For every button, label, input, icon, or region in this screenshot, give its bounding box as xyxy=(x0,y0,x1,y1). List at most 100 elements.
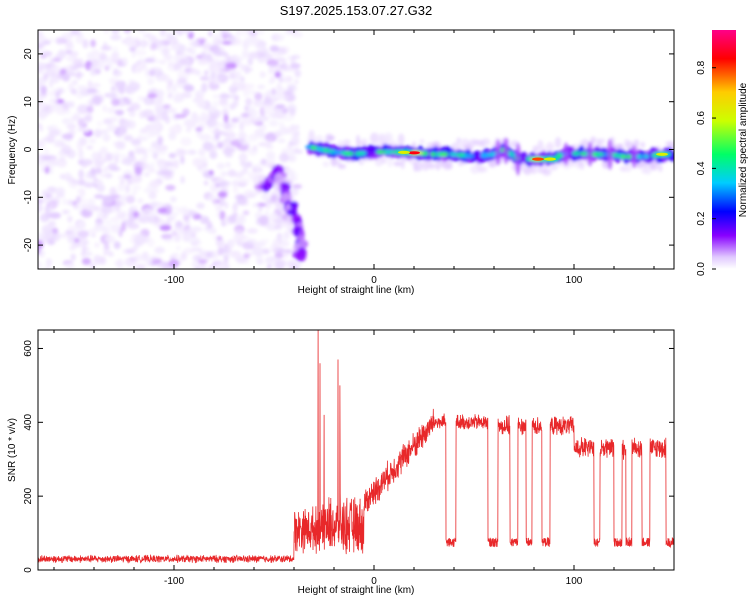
noise-blob xyxy=(286,30,298,33)
noise-blob xyxy=(149,162,155,169)
ridge-halo xyxy=(600,138,606,144)
noise-blob xyxy=(43,73,49,81)
y-tick-label: 0 xyxy=(23,567,34,573)
noise-blob xyxy=(55,37,64,45)
noise-blob xyxy=(236,143,249,151)
ridge-bright xyxy=(333,150,343,155)
noise-blob xyxy=(151,201,157,210)
noise-blob xyxy=(278,121,285,128)
noise-blob xyxy=(48,98,58,104)
noise-blob xyxy=(38,199,43,204)
noise-blob xyxy=(62,117,74,126)
noise-blob xyxy=(38,260,43,269)
noise-blob xyxy=(81,257,92,265)
noise-blob xyxy=(275,57,286,62)
ridge-halo xyxy=(330,155,338,167)
noise-blob xyxy=(232,203,238,212)
noise-blob xyxy=(208,170,214,175)
noise-blob xyxy=(219,181,225,188)
noise-blob xyxy=(191,39,198,49)
noise-blob xyxy=(266,223,278,231)
noise-blob xyxy=(216,141,224,149)
noise-blob xyxy=(228,128,234,133)
noise-blob xyxy=(65,50,73,55)
noise-blob xyxy=(223,254,229,264)
noise-blob xyxy=(56,193,65,199)
noise-blob xyxy=(210,71,216,81)
ridge-halo xyxy=(397,133,405,146)
noise-blob xyxy=(137,135,142,140)
snr-series-line xyxy=(38,330,674,564)
noise-blob xyxy=(174,159,179,169)
noise-blob xyxy=(46,125,53,131)
noise-blob xyxy=(38,203,43,213)
noise-blob xyxy=(105,152,114,162)
noise-blob xyxy=(57,142,66,147)
noise-blob xyxy=(283,90,291,96)
ridge-streak xyxy=(607,138,613,170)
noise-blob xyxy=(232,211,238,219)
noise-blob xyxy=(46,186,58,194)
noise-blob xyxy=(86,145,94,150)
noise-blob xyxy=(212,39,220,45)
ridge-halo xyxy=(625,162,632,173)
ridge-halo xyxy=(658,163,663,172)
noise-blob xyxy=(208,30,213,37)
noise-blob xyxy=(161,233,173,240)
ridge-halo xyxy=(356,134,360,147)
noise-blob xyxy=(103,30,110,34)
noise-blob xyxy=(96,183,106,193)
noise-blob xyxy=(275,234,288,243)
noise-blob xyxy=(247,56,253,66)
noise-blob xyxy=(111,30,120,35)
noise-blob xyxy=(114,204,121,213)
x-tick-label: -100 xyxy=(164,576,184,587)
ridge-bright xyxy=(571,151,581,156)
noise-blob xyxy=(59,173,67,180)
noise-blob xyxy=(259,71,265,79)
noise-blob xyxy=(159,59,166,65)
noise-blob xyxy=(161,47,170,57)
noise-blob xyxy=(141,163,150,168)
noise-blob xyxy=(260,127,267,132)
noise-blob xyxy=(284,95,289,101)
ridge-halo xyxy=(669,142,674,148)
noise-blob xyxy=(290,134,300,144)
noise-blob xyxy=(200,111,209,121)
snr-x-ticks: -100 0 100 xyxy=(53,330,655,587)
noise-blob xyxy=(228,73,236,80)
noise-blob xyxy=(153,58,160,64)
noise-blob xyxy=(213,46,225,52)
noise-blob xyxy=(253,145,258,151)
noise-blob xyxy=(153,215,160,224)
ridge-halo xyxy=(371,132,381,144)
noise-blob xyxy=(222,147,233,155)
snr-x-label: Height of straight line (km) xyxy=(298,585,415,596)
noise-blob xyxy=(238,152,248,163)
noise-blob xyxy=(243,189,256,197)
noise-blob xyxy=(261,192,270,201)
noise-blob xyxy=(110,34,122,41)
noise-blob xyxy=(168,34,176,40)
noise-blob xyxy=(60,109,72,115)
noise-blob xyxy=(269,76,276,83)
noise-blob xyxy=(219,98,225,107)
noise-blob xyxy=(180,137,192,147)
noise-blob xyxy=(286,147,297,155)
noise-blob xyxy=(294,147,300,153)
noise-blob xyxy=(188,236,201,244)
noise-blob xyxy=(108,251,114,257)
noise-blob xyxy=(89,70,97,77)
noise-blob xyxy=(67,215,73,223)
ridge-halo xyxy=(419,139,425,144)
noise-blob xyxy=(87,228,99,233)
noise-blob xyxy=(192,254,202,262)
noise-blob xyxy=(225,162,231,168)
x-tick-label: 0 xyxy=(371,576,377,587)
noise-blob xyxy=(159,224,172,231)
noise-blob xyxy=(292,184,303,189)
ridge-halo xyxy=(552,163,561,168)
noise-blob xyxy=(57,158,67,168)
noise-blob xyxy=(73,58,82,67)
noise-blob xyxy=(157,135,164,145)
